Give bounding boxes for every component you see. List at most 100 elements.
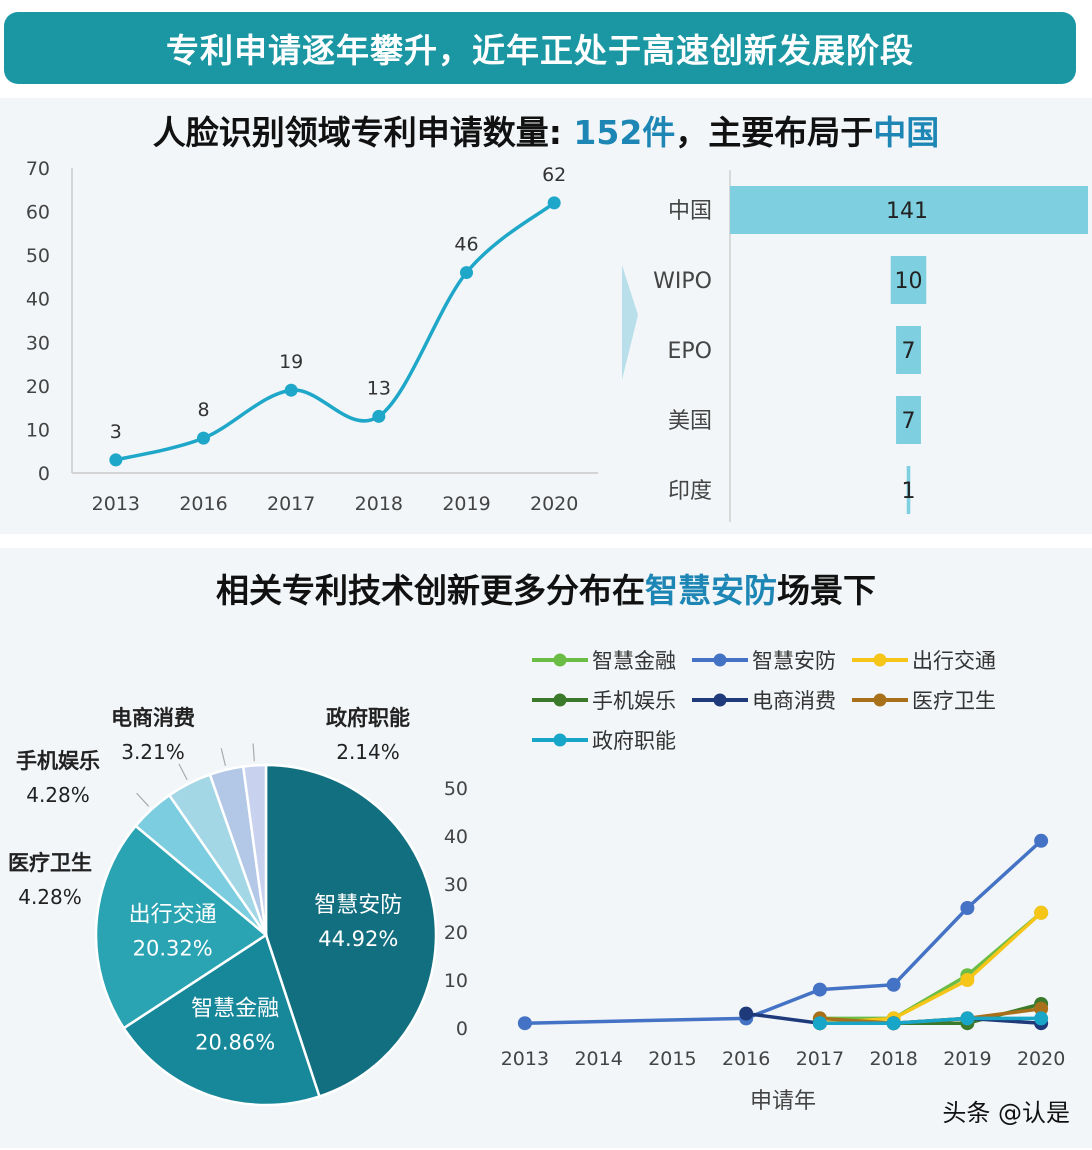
x-tick-label: 2018 (869, 1048, 917, 1070)
title-bottom-post: 场景下 (777, 571, 876, 610)
title-top-count: 152件 (573, 113, 676, 152)
legend-swatch-marker (553, 653, 567, 667)
data-point (960, 901, 975, 915)
x-tick-label: 2016 (722, 1048, 770, 1070)
series-line (115, 201, 556, 462)
bar-category-label: EPO (668, 339, 712, 364)
x-tick-label: 2013 (501, 1048, 549, 1070)
x-tick-label: 2020 (1017, 1048, 1065, 1070)
x-tick-label: 2019 (442, 493, 490, 515)
series-line (524, 839, 1043, 1025)
legend-label: 出行交通 (912, 649, 996, 673)
pie-slice-name: 医疗卫生 (8, 851, 92, 875)
data-point (547, 196, 561, 210)
legend-swatch-marker (873, 693, 887, 707)
data-point (739, 1006, 754, 1021)
bar (906, 466, 911, 514)
data-point (812, 1016, 827, 1031)
bar-value-label: 1 (902, 479, 916, 504)
y-tick-label: 10 (26, 419, 50, 441)
data-point (372, 409, 386, 423)
bar-category-label: 美国 (668, 409, 712, 434)
x-tick-label: 2019 (943, 1048, 991, 1070)
bar-value-label: 7 (902, 409, 916, 434)
bar-value-label: 141 (886, 199, 928, 224)
bar (890, 256, 927, 304)
patent-count-line-chart: 0 10 20 30 40 50 60 70 2013 2016 2017 2018 2019 2020 3… (26, 158, 598, 515)
bar-category-label: 中国 (668, 199, 712, 224)
bar (896, 326, 921, 374)
watermark: 头条 @认是 (942, 1099, 1070, 1127)
legend-label: 电商消费 (752, 689, 836, 713)
pie-slice-name: 智慧安防 (314, 893, 402, 918)
pie-slice (122, 933, 321, 1107)
pie-slice-name: 手机娱乐 (16, 749, 100, 773)
country-bar-chart: 中国 141 WIPO 10 EPO 7 美国 7 印度 1 (622, 170, 1088, 522)
legend-label: 智慧金融 (592, 649, 676, 673)
data-point (960, 1011, 975, 1026)
series-line (819, 911, 1043, 1021)
x-tick-label: 2013 (92, 493, 140, 515)
data-point (284, 383, 298, 397)
bar (896, 396, 921, 444)
pie-slice-percent: 20.32% (133, 937, 213, 961)
pie-slice-name: 智慧金融 (191, 996, 279, 1021)
legend-swatch-marker (713, 653, 727, 667)
title-top-mid: ，主要布局于 (675, 113, 874, 152)
pie-slice-percent: 4.28% (18, 885, 82, 909)
x-tick-label: 2017 (267, 493, 315, 515)
legend-swatch-marker (713, 693, 727, 707)
data-point (1034, 1011, 1049, 1026)
y-tick-label: 40 (26, 289, 50, 311)
legend-label: 政府职能 (592, 729, 676, 753)
legend-label: 手机娱乐 (592, 689, 676, 713)
pie-slice-name: 电商消费 (111, 706, 195, 730)
data-label: 3 (110, 421, 122, 443)
data-label: 19 (279, 351, 303, 373)
data-point (960, 973, 975, 987)
pie-slice (264, 763, 438, 1098)
data-point (1034, 833, 1049, 848)
pie-slice-name: 出行交通 (129, 903, 217, 928)
x-tick-label: 2014 (574, 1048, 622, 1070)
legend-swatch-marker (553, 733, 567, 747)
x-tick-label: 2015 (648, 1048, 696, 1070)
data-point (886, 1016, 901, 1031)
bar-category-label: 印度 (668, 479, 712, 504)
x-tick-label: 2016 (179, 493, 227, 515)
bar-category-label: WIPO (653, 269, 712, 294)
legend-swatch-marker (553, 693, 567, 707)
y-tick-label: 20 (26, 376, 50, 398)
pie-leader-line (136, 792, 150, 807)
legend-label: 智慧安防 (752, 649, 836, 673)
x-tick-label: 2018 (355, 493, 403, 515)
bar-value-label: 10 (895, 269, 923, 294)
pie-slice-name: 政府职能 (326, 706, 410, 730)
title-top-pre: 人脸识别领域专利申请数量: (152, 113, 574, 152)
data-point (517, 1016, 532, 1031)
pie-leader-line (178, 763, 188, 781)
y-tick-label: 20 (444, 922, 468, 944)
series-line (819, 911, 1043, 1025)
y-tick-label: 0 (38, 463, 50, 485)
pie-leader-line (220, 748, 227, 766)
pie-slice (241, 763, 268, 936)
pie-leader-line (252, 743, 255, 762)
x-tick-label: 2020 (530, 493, 578, 515)
pie-slice-percent: 3.21% (121, 740, 185, 764)
pie-slice-percent: 4.28% (26, 783, 90, 807)
title-bottom-pre: 相关专利技术创新更多分布在 (216, 571, 645, 610)
pie-slice-percent: 2.14% (336, 740, 400, 764)
data-label: 13 (367, 377, 391, 399)
title-top-country: 中国 (873, 113, 940, 152)
data-label: 8 (197, 399, 209, 421)
data-point (197, 431, 210, 445)
data-point (812, 982, 827, 997)
y-tick-label: 60 (26, 202, 50, 224)
y-tick-label: 30 (26, 332, 50, 354)
bar-value-label: 7 (902, 339, 916, 364)
pie-slice-percent: 20.86% (195, 1030, 275, 1054)
y-tick-label: 30 (444, 874, 468, 896)
data-label: 62 (542, 164, 566, 186)
top-section-title: 人脸识别领域专利申请数量: 152件，主要布局于中国 (0, 106, 1092, 154)
